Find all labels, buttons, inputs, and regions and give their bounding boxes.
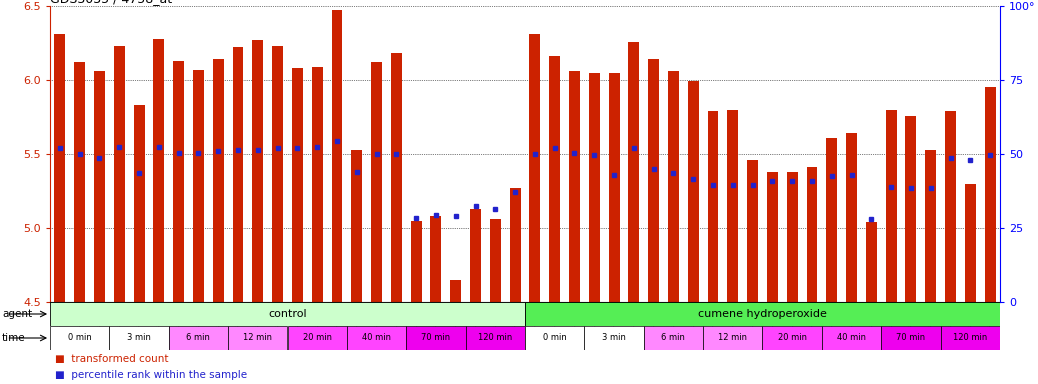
Text: cumene hydroperoxide: cumene hydroperoxide — [699, 309, 827, 319]
Bar — [763, 326, 822, 350]
Bar — [787, 172, 797, 302]
Text: 120 min: 120 min — [953, 333, 987, 343]
Bar — [589, 73, 600, 302]
Text: 0 min: 0 min — [67, 333, 91, 343]
Text: 3 min: 3 min — [127, 333, 151, 343]
Text: 120 min: 120 min — [479, 333, 513, 343]
Bar — [807, 167, 817, 302]
Bar — [406, 326, 466, 350]
Text: 70 min: 70 min — [421, 333, 450, 343]
Text: 0 min: 0 min — [543, 333, 567, 343]
Text: 70 min: 70 min — [897, 333, 926, 343]
Bar — [885, 109, 897, 302]
Bar — [372, 62, 382, 302]
Bar — [109, 326, 169, 350]
Bar — [525, 302, 1000, 326]
Bar — [529, 34, 541, 302]
Bar — [648, 59, 659, 302]
Bar — [288, 326, 347, 350]
Bar — [94, 71, 105, 302]
Text: 12 min: 12 min — [718, 333, 747, 343]
Bar — [608, 73, 620, 302]
Bar — [347, 326, 406, 350]
Bar — [292, 68, 303, 302]
Bar — [154, 38, 164, 302]
Text: 20 min: 20 min — [777, 333, 807, 343]
Bar — [391, 53, 402, 302]
Bar — [584, 326, 644, 350]
Bar — [75, 62, 85, 302]
Bar — [525, 326, 584, 350]
Bar — [866, 222, 877, 302]
Bar — [466, 326, 525, 350]
Bar — [351, 149, 362, 302]
Bar — [985, 88, 995, 302]
Bar — [881, 326, 940, 350]
Bar — [311, 67, 323, 302]
Bar — [940, 326, 1000, 350]
Text: 40 min: 40 min — [362, 333, 391, 343]
Bar — [169, 326, 228, 350]
Bar — [905, 116, 917, 302]
Text: ■  percentile rank within the sample: ■ percentile rank within the sample — [55, 370, 247, 380]
Bar — [114, 46, 125, 302]
Bar — [569, 71, 580, 302]
Bar — [490, 219, 500, 302]
Bar — [708, 111, 718, 302]
Text: GDS3035 / 4758_at: GDS3035 / 4758_at — [50, 0, 172, 5]
Bar — [822, 326, 881, 350]
Bar — [54, 34, 65, 302]
Bar — [213, 59, 223, 302]
Bar — [549, 56, 561, 302]
Bar — [703, 326, 763, 350]
Text: agent: agent — [2, 309, 32, 319]
Bar — [925, 149, 936, 302]
Bar — [134, 105, 144, 302]
Bar — [688, 81, 699, 302]
Bar — [747, 160, 758, 302]
Bar — [628, 41, 639, 302]
Bar — [50, 326, 109, 350]
Bar — [228, 326, 288, 350]
Bar — [728, 109, 738, 302]
Bar — [945, 111, 956, 302]
Bar — [450, 280, 461, 302]
Bar — [644, 326, 703, 350]
Bar — [233, 48, 244, 302]
Bar — [668, 71, 679, 302]
Text: control: control — [268, 309, 307, 319]
Bar — [331, 10, 343, 302]
Bar — [272, 46, 283, 302]
Text: 40 min: 40 min — [837, 333, 866, 343]
Bar — [411, 220, 421, 302]
Bar — [846, 133, 857, 302]
Bar — [767, 172, 777, 302]
Bar — [431, 216, 441, 302]
Bar — [826, 138, 838, 302]
Bar — [965, 184, 976, 302]
Text: 20 min: 20 min — [303, 333, 332, 343]
Bar — [50, 302, 525, 326]
Bar — [510, 188, 520, 302]
Bar — [173, 61, 184, 302]
Text: 6 min: 6 min — [187, 333, 211, 343]
Bar — [193, 70, 203, 302]
Bar — [252, 40, 264, 302]
Text: 6 min: 6 min — [661, 333, 685, 343]
Bar — [470, 209, 481, 302]
Text: 3 min: 3 min — [602, 333, 626, 343]
Text: 12 min: 12 min — [243, 333, 272, 343]
Text: time: time — [2, 333, 26, 343]
Text: ■  transformed count: ■ transformed count — [55, 354, 169, 364]
